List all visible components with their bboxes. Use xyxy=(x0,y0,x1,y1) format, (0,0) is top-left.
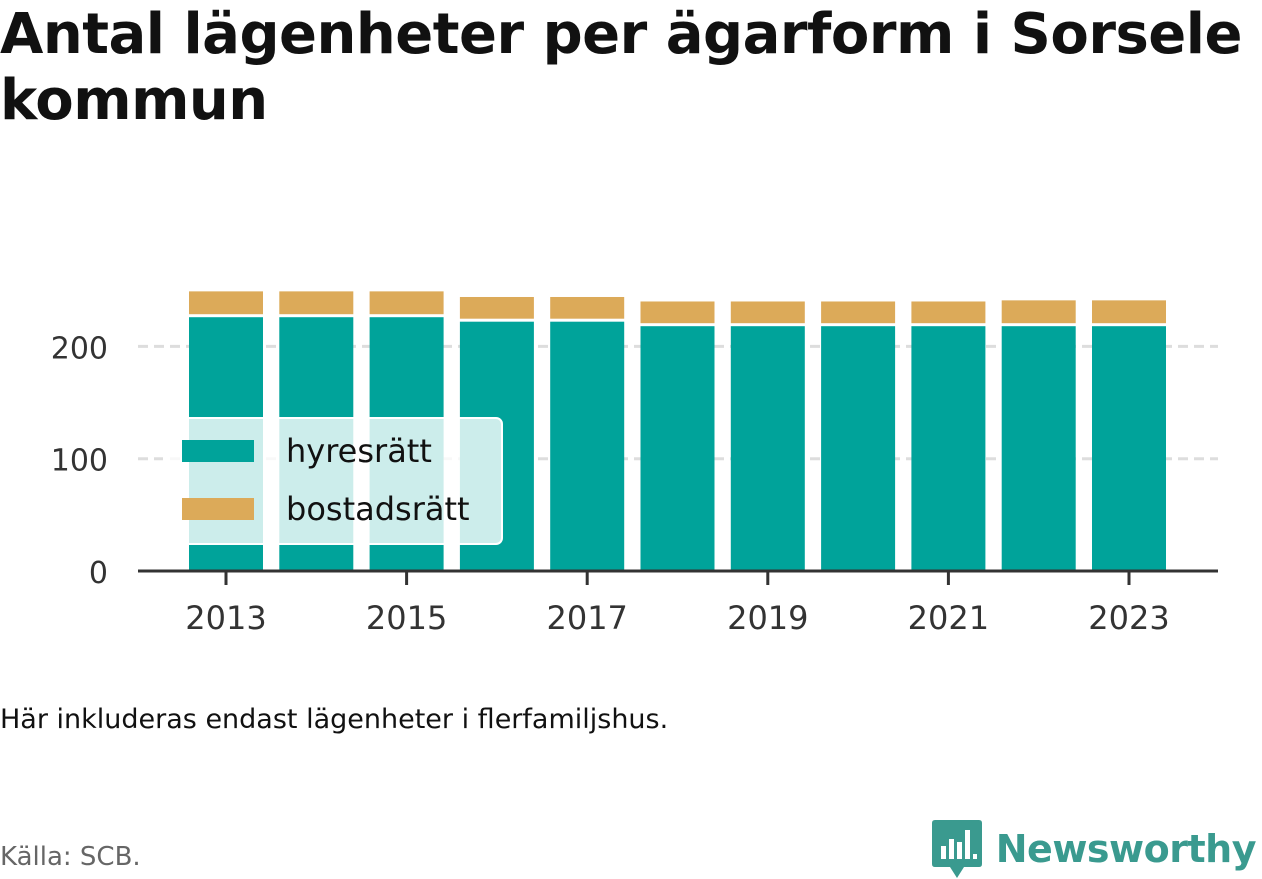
bar-bostadsrätt-2015 xyxy=(369,291,444,315)
y-tick-label: 0 xyxy=(89,556,108,591)
legend-label-hyresrätt: hyresrätt xyxy=(286,432,432,470)
bar-hyresrätt-2022 xyxy=(1001,326,1076,571)
bar-bostadsrätt-2020 xyxy=(821,301,896,324)
x-tick-label: 2017 xyxy=(546,599,627,637)
legend-label-bostadsrätt: bostadsrätt xyxy=(286,490,470,528)
legend-swatch-hyresrätt xyxy=(182,440,254,462)
source-text: Källa: SCB. xyxy=(0,842,141,872)
bar-bostadsrätt-2021 xyxy=(911,301,986,324)
bar-hyresrätt-2018 xyxy=(640,326,715,571)
bar-chart: 0 100 200 2013 2015 2017 2019 2021 2023 hyresrät… xyxy=(51,291,1218,637)
bar-bostadsrätt-2016 xyxy=(459,296,534,319)
bar-hyresrätt-2019 xyxy=(730,326,805,571)
axes: 0 100 200 2013 2015 2017 2019 2021 2023 xyxy=(51,331,1218,637)
bar-hyresrätt-2020 xyxy=(821,326,896,571)
bar-hyresrätt-2017 xyxy=(550,321,625,571)
legend-swatch-bostadsrätt xyxy=(182,498,254,520)
x-tick-label: 2021 xyxy=(908,599,989,637)
bar-hyresrätt-2021 xyxy=(911,326,986,571)
bar-bostadsrätt-2014 xyxy=(279,291,354,315)
newsworthy-logo-icon xyxy=(931,820,982,878)
y-tick-label: 100 xyxy=(51,444,108,479)
chart-title: Antal lägenheter per ägarform i Sorsele … xyxy=(0,2,1242,133)
bar-bostadsrätt-2013 xyxy=(189,291,263,315)
x-tick-label: 2019 xyxy=(727,599,808,637)
chart-note: Här inkluderas endast lägenheter i flerf… xyxy=(0,704,669,735)
x-tick-label: 2013 xyxy=(185,599,266,637)
y-tick-label: 200 xyxy=(51,331,108,366)
bar-bostadsrätt-2019 xyxy=(730,301,805,324)
x-tick-label: 2023 xyxy=(1088,599,1169,637)
bar-bostadsrätt-2022 xyxy=(1001,300,1076,324)
bar-bostadsrätt-2018 xyxy=(640,301,715,324)
bar-bostadsrätt-2023 xyxy=(1092,300,1166,324)
bar-bostadsrätt-2017 xyxy=(550,296,625,319)
brand-name: Newsworthy xyxy=(995,827,1257,871)
bar-hyresrätt-2023 xyxy=(1092,326,1166,571)
x-tick-label: 2015 xyxy=(366,599,447,637)
brand-logo: Newsworthy xyxy=(931,820,1257,878)
legend: hyresrätt bostadsrätt xyxy=(163,417,503,545)
